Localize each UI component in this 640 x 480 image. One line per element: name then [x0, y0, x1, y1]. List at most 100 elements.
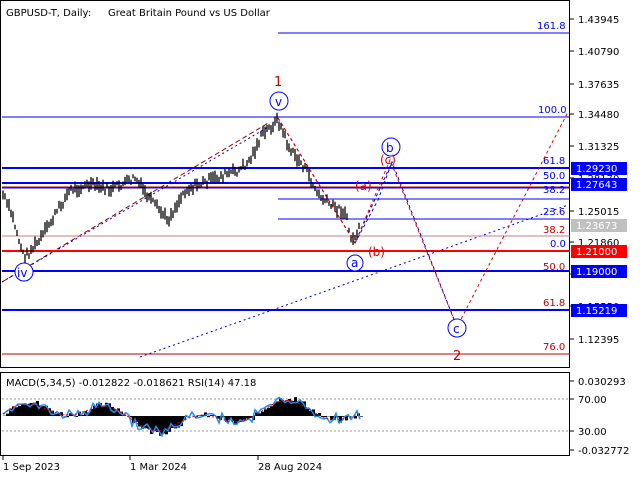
fib-red-label-61-8: 61.8 — [543, 298, 565, 309]
wave-label-v: v — [275, 95, 282, 109]
indicator-axis-label: 30.00 — [578, 427, 607, 438]
long-trend-line — [139, 204, 569, 358]
wave-label-red-b: (b) — [368, 245, 385, 259]
macd-bar — [51, 410, 54, 416]
trend-channel-lower — [1, 125, 271, 283]
macd-bar — [33, 402, 36, 416]
symbol-description: Great Britain Pound vs US Dollar — [108, 8, 271, 19]
wave-marker-b — [381, 137, 401, 157]
macd-bar — [291, 400, 294, 416]
macd-bar — [339, 416, 342, 423]
wave-label-iv: iv — [17, 266, 27, 280]
macd-bar — [159, 416, 162, 436]
macd-bar — [168, 416, 171, 432]
price-label: 1.43945 — [578, 15, 619, 26]
macd-bar — [264, 409, 267, 416]
price-label: 1.21860 — [578, 238, 619, 249]
macd-bar — [177, 416, 180, 428]
macd-bar — [162, 416, 165, 434]
indicator-axis-label: 0.030293 — [578, 377, 626, 388]
fib-label-0: 0.0 — [550, 239, 566, 250]
fib-red-label-38-2: 38.2 — [543, 225, 565, 236]
price-tag-1-27643 — [571, 178, 627, 191]
price-tag-text: 1.23673 — [576, 221, 617, 232]
macd-bar — [279, 398, 282, 416]
macd-bar — [24, 404, 27, 416]
price-tag-text: 1.19000 — [576, 267, 617, 278]
macd-bar — [204, 412, 207, 416]
macd-bar — [54, 414, 57, 416]
macd-bar — [153, 416, 156, 432]
fib-label-61-8: 61.8 — [543, 156, 565, 167]
macd-bar — [81, 414, 84, 416]
macd-bar — [102, 406, 105, 416]
price-label: 1.37635 — [578, 80, 619, 91]
price-tag-1-19000 — [571, 265, 627, 278]
macd-bar — [210, 415, 213, 416]
fib-labels: 161.8 100.0 61.8 50.0 38.2 23.6 0.0 38.2… — [537, 21, 567, 353]
indicator-axis-label: -0.032772 — [578, 446, 629, 457]
macd-bar — [234, 416, 237, 424]
macd-bar — [57, 413, 60, 416]
macd-bar — [270, 406, 273, 416]
macd-bar — [135, 416, 138, 422]
macd-bar — [39, 405, 42, 416]
macd-bar — [90, 408, 93, 416]
macd-bar — [141, 416, 144, 429]
symbol-label: GBPUSD-T, Daily: — [6, 8, 91, 19]
macd-bar — [114, 409, 117, 416]
macd-bar — [21, 404, 24, 416]
macd-bar — [330, 416, 333, 421]
macd-bar — [318, 413, 321, 416]
fib-red-label-50: 50.0 — [543, 262, 565, 273]
macd-bar — [150, 416, 153, 435]
macd-bar — [6, 413, 9, 416]
macd-bar — [315, 414, 318, 416]
macd-bar — [18, 405, 21, 416]
price-tag-1-15219 — [571, 304, 627, 317]
time-label: 28 Aug 2024 — [258, 462, 322, 473]
macd-bar — [129, 416, 132, 418]
wave-1-2-red — [277, 117, 356, 244]
wave-labels: 1 2 v iv a b c (a) (b) (c) — [14, 75, 467, 364]
price-label: 1.12395 — [578, 335, 619, 346]
macd-bar — [144, 416, 147, 429]
macd-bar — [342, 416, 345, 417]
macd-bar — [258, 413, 261, 416]
price-tag-1-29230 — [571, 162, 627, 175]
price-candles — [2, 112, 360, 267]
macd-bar — [300, 401, 303, 416]
macd-bar — [12, 406, 15, 416]
macd-bar — [60, 412, 63, 416]
macd-bar — [105, 402, 108, 416]
macd-bar — [255, 412, 258, 416]
macd-bar — [75, 416, 78, 417]
macd-bar — [123, 415, 126, 416]
macd-bar — [297, 401, 300, 416]
macd-bar — [303, 401, 306, 416]
fib-label-50: 50.0 — [543, 171, 565, 182]
wave-label-1: 1 — [274, 75, 282, 90]
macd-bar — [15, 407, 18, 416]
fib-red-label-76: 76.0 — [543, 342, 565, 353]
macd-bar — [249, 416, 252, 418]
time-label: 1 Mar 2024 — [130, 462, 187, 473]
rsi-line — [2, 396, 361, 438]
wave-label-red-a: (a) — [355, 179, 372, 193]
macd-bar — [27, 403, 30, 416]
macd-bar — [36, 401, 39, 416]
macd-bar — [354, 416, 357, 419]
macd-bar — [156, 416, 159, 433]
macd-bar — [276, 401, 279, 416]
price-label: 1.25015 — [578, 207, 619, 218]
wave-marker-a — [346, 254, 364, 272]
macd-bar — [216, 416, 219, 419]
macd-bar — [108, 403, 111, 416]
macd-bar — [69, 413, 72, 416]
macd-bar — [321, 416, 324, 417]
indicator-axis-label: 70.00 — [578, 395, 607, 406]
price-tag-text: 1.15219 — [576, 306, 617, 317]
macd-bar — [42, 406, 45, 416]
macd-bar — [132, 416, 135, 424]
